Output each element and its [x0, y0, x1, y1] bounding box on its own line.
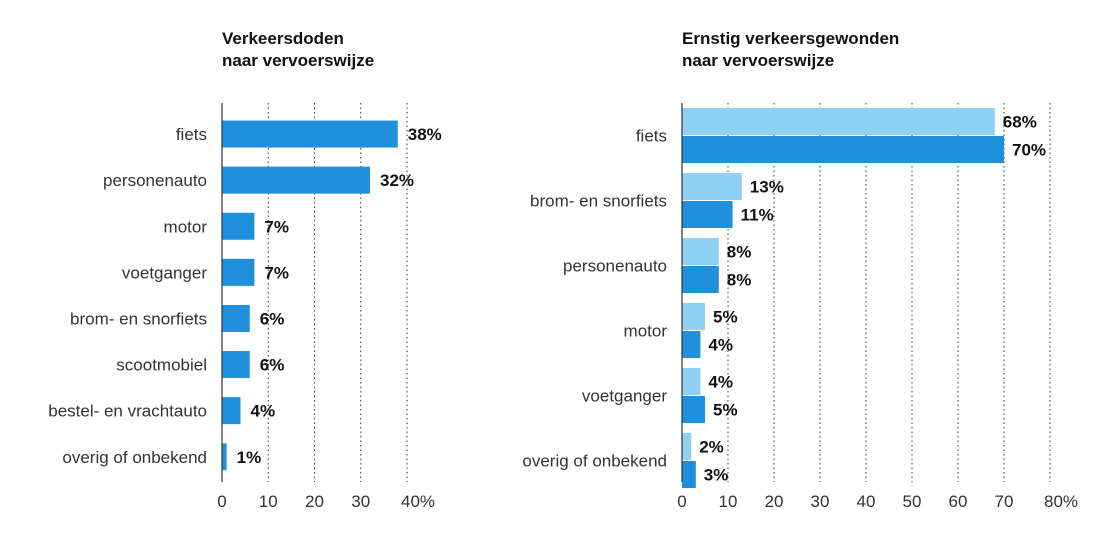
- x-tick-label: 40: [857, 492, 876, 511]
- x-tick-label: 30: [351, 492, 370, 511]
- bar: [682, 303, 705, 330]
- data-label: 70%: [1012, 141, 1046, 160]
- chart-title-line-1: Verkeersdoden: [222, 29, 344, 48]
- bar: [682, 108, 995, 135]
- x-tick-label: 0: [677, 492, 686, 511]
- category-label: voetganger: [582, 387, 667, 406]
- bar: [682, 396, 705, 423]
- x-tick-label: 40%: [401, 492, 435, 511]
- bar: [682, 238, 719, 265]
- bar: [222, 166, 370, 194]
- bar: [222, 443, 227, 471]
- category-label: brom- en snorfiets: [70, 309, 207, 328]
- bar: [682, 136, 1004, 163]
- data-label: 6%: [260, 356, 285, 375]
- data-label: 3%: [704, 466, 729, 485]
- data-label: 8%: [727, 271, 752, 290]
- x-tick-label: 20: [305, 492, 324, 511]
- x-tick-label: 10: [719, 492, 738, 511]
- category-label: fiets: [176, 125, 207, 144]
- data-label: 11%: [741, 206, 774, 225]
- data-label: 5%: [713, 308, 738, 327]
- bar: [222, 258, 255, 286]
- x-tick-label: 80%: [1044, 492, 1078, 511]
- category-label: bestel- en vrachtauto: [48, 402, 207, 421]
- chart-title-line-2: naar vervoerswijze: [222, 51, 374, 70]
- category-label: motor: [164, 217, 208, 236]
- x-tick-label: 50: [903, 492, 922, 511]
- category-label: overig of onbekend: [62, 448, 207, 467]
- category-label: scootmobiel: [116, 356, 207, 375]
- data-label: 7%: [264, 263, 289, 282]
- data-label: 5%: [713, 401, 738, 420]
- bar: [222, 120, 398, 148]
- category-label: fiets: [636, 127, 667, 146]
- bar: [222, 397, 241, 425]
- x-tick-label: 20: [765, 492, 784, 511]
- data-label: 1%: [237, 448, 262, 467]
- chart-title-line-2: naar vervoerswijze: [682, 51, 834, 70]
- category-label: personenauto: [563, 257, 667, 276]
- x-tick-label: 60: [949, 492, 968, 511]
- data-label: 13%: [750, 178, 784, 197]
- x-tick-label: 70: [995, 492, 1014, 511]
- data-label: 38%: [408, 125, 442, 144]
- chart-panel-deaths: Verkeersdoden naar vervoerswijze 38% fiet…: [48, 29, 442, 511]
- x-tick-label: 0: [217, 492, 226, 511]
- bar: [682, 173, 742, 200]
- chart-panel-injured: Ernstig verkeersgewonden naar vervoerswi…: [522, 29, 1078, 511]
- bar: [682, 266, 719, 293]
- data-label: 4%: [708, 373, 733, 392]
- data-label: 7%: [264, 217, 289, 236]
- category-label: motor: [624, 322, 668, 341]
- data-label: 4%: [251, 402, 276, 421]
- bar: [682, 201, 733, 228]
- data-label: 6%: [260, 309, 285, 328]
- category-label: overig of onbekend: [522, 452, 667, 471]
- category-label: personenauto: [103, 171, 207, 190]
- category-label: voetganger: [122, 263, 207, 282]
- bar: [222, 351, 250, 379]
- bar: [682, 331, 701, 358]
- bar: [222, 304, 250, 332]
- data-label: 68%: [1003, 113, 1037, 132]
- x-tick-label: 30: [811, 492, 830, 511]
- data-label: 8%: [727, 243, 752, 262]
- category-label: brom- en snorfiets: [530, 192, 667, 211]
- x-tick-label: 10: [259, 492, 278, 511]
- chart-title-line-1: Ernstig verkeersgewonden: [682, 29, 899, 48]
- data-label: 32%: [380, 171, 414, 190]
- bar: [222, 212, 255, 240]
- data-label: 2%: [699, 438, 724, 457]
- bar: [682, 461, 696, 488]
- bar: [682, 433, 692, 460]
- bar: [682, 368, 701, 395]
- data-label: 4%: [708, 336, 733, 355]
